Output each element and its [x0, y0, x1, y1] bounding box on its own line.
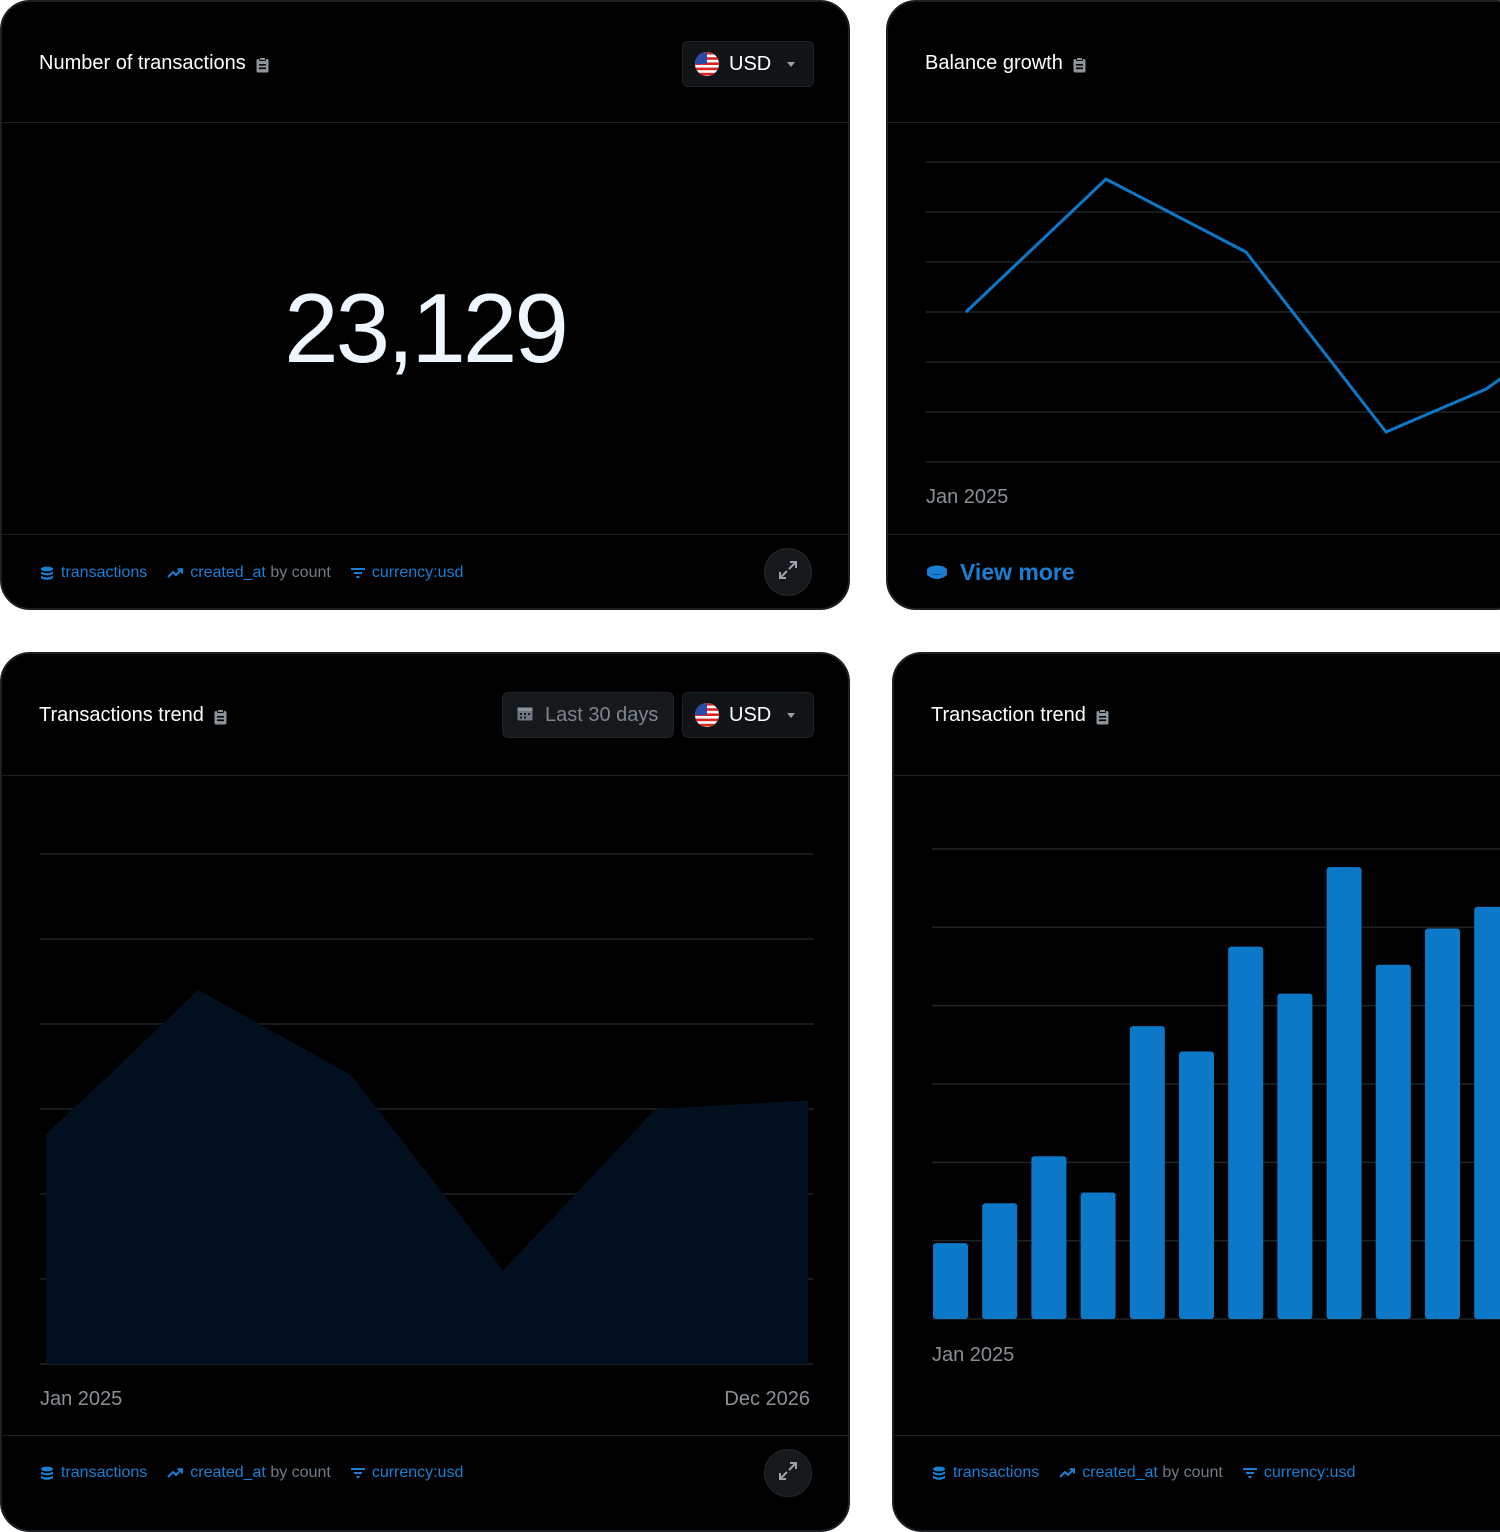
filter-label: currency:usd: [372, 564, 464, 582]
divider: [894, 1435, 1500, 1436]
series-area: [46, 990, 808, 1364]
database-icon: [926, 565, 948, 581]
x-axis-start-label: Jan 2025: [40, 1388, 122, 1411]
bar: [1327, 867, 1362, 1319]
number-of-transactions-card: Number of transactions USD 23,129 transa…: [0, 0, 850, 610]
date-range-label: Last 30 days: [545, 704, 658, 727]
chevron-down-icon: [787, 62, 795, 67]
chevron-down-icon: [787, 713, 795, 718]
trend-up-icon: [167, 568, 183, 578]
divider: [894, 775, 1500, 776]
divider: [2, 775, 848, 776]
bar: [982, 1203, 1017, 1319]
us-flag-icon: [695, 703, 719, 727]
divider: [888, 122, 1500, 123]
card-title: Balance growth: [925, 52, 1086, 75]
card-title: Transaction trend: [931, 704, 1109, 727]
transactions-trend-area-chart: [40, 854, 814, 1364]
expand-icon: [779, 561, 797, 584]
expand-button[interactable]: [764, 1449, 812, 1497]
card-title: Number of transactions: [39, 52, 269, 75]
bar: [1031, 1156, 1066, 1319]
us-flag-icon: [695, 52, 719, 76]
bar: [1228, 947, 1263, 1319]
card-title-text: Transaction trend: [931, 704, 1086, 727]
source-tag[interactable]: transactions: [40, 1464, 147, 1482]
source-tag[interactable]: transactions: [932, 1464, 1039, 1482]
metric-value: 23,129: [2, 272, 848, 385]
card-title-text: Balance growth: [925, 52, 1063, 75]
divider: [2, 122, 848, 123]
x-axis-start-label: Jan 2025: [932, 1344, 1014, 1367]
clipboard-icon[interactable]: [256, 56, 269, 72]
card-title-text: Number of transactions: [39, 52, 246, 75]
clipboard-icon[interactable]: [1073, 56, 1086, 72]
card-footer: transactions created_at by count currenc…: [932, 1464, 1375, 1482]
trend-up-icon: [1059, 1468, 1075, 1478]
transaction-trend-card: Transaction trend Jan 2025 transactions …: [892, 652, 1500, 1532]
currency-label: USD: [729, 704, 771, 727]
card-title: Transactions trend: [39, 704, 227, 727]
filter-tag[interactable]: currency:usd: [351, 1464, 464, 1482]
divider: [888, 534, 1500, 535]
group-by-tag[interactable]: created_at by count: [167, 1464, 331, 1482]
balance-growth-card: Balance growth Jan 2025 View more: [886, 0, 1500, 610]
group-by-tag[interactable]: created_at by count: [1059, 1464, 1223, 1482]
filter-label: currency:usd: [372, 1464, 464, 1482]
bar: [1081, 1192, 1116, 1319]
bar: [1376, 965, 1411, 1319]
balance-growth-line-chart: [926, 162, 1500, 462]
bar: [1130, 1026, 1165, 1319]
bar: [1277, 994, 1312, 1319]
currency-select[interactable]: USD: [682, 41, 814, 87]
date-range-select[interactable]: Last 30 days: [502, 692, 674, 738]
trend-up-icon: [167, 1468, 183, 1478]
database-icon: [40, 566, 54, 581]
x-axis-end-label: Dec 2026: [724, 1388, 810, 1411]
group-field: created_at: [190, 1464, 266, 1482]
group-by-label: by count: [270, 1464, 330, 1482]
group-field: created_at: [190, 564, 266, 582]
bar: [933, 1243, 968, 1319]
bar: [1425, 929, 1460, 1319]
card-footer: transactions created_at by count currenc…: [40, 564, 483, 582]
view-more-link[interactable]: View more: [926, 559, 1075, 586]
series-line: [966, 179, 1500, 432]
x-axis-start-label: Jan 2025: [926, 486, 1008, 509]
view-more-label: View more: [960, 559, 1075, 586]
filter-icon: [1243, 1468, 1257, 1478]
filter-label: currency:usd: [1264, 1464, 1356, 1482]
card-footer: transactions created_at by count currenc…: [40, 1464, 483, 1482]
divider: [2, 534, 848, 535]
database-icon: [932, 1466, 946, 1481]
currency-select[interactable]: USD: [682, 692, 814, 738]
filter-icon: [351, 1468, 365, 1478]
expand-button[interactable]: [764, 548, 812, 596]
clipboard-icon[interactable]: [214, 708, 227, 724]
divider: [2, 1435, 848, 1436]
source-label: transactions: [61, 564, 147, 582]
group-by-label: by count: [1162, 1464, 1222, 1482]
clipboard-icon[interactable]: [1096, 708, 1109, 724]
transactions-trend-card: Transactions trend Last 30 days USD Jan …: [0, 652, 850, 1532]
expand-icon: [779, 1462, 797, 1485]
filter-icon: [351, 568, 365, 578]
filter-tag[interactable]: currency:usd: [1243, 1464, 1356, 1482]
calendar-icon: [517, 704, 533, 727]
currency-label: USD: [729, 53, 771, 76]
transaction-trend-bar-chart: [932, 849, 1500, 1319]
group-by-label: by count: [270, 564, 330, 582]
card-title-text: Transactions trend: [39, 704, 204, 727]
bar: [1179, 1051, 1214, 1319]
bar: [1474, 907, 1500, 1319]
database-icon: [40, 1466, 54, 1481]
source-label: transactions: [61, 1464, 147, 1482]
group-field: created_at: [1082, 1464, 1158, 1482]
filter-tag[interactable]: currency:usd: [351, 564, 464, 582]
source-label: transactions: [953, 1464, 1039, 1482]
source-tag[interactable]: transactions: [40, 564, 147, 582]
group-by-tag[interactable]: created_at by count: [167, 564, 331, 582]
